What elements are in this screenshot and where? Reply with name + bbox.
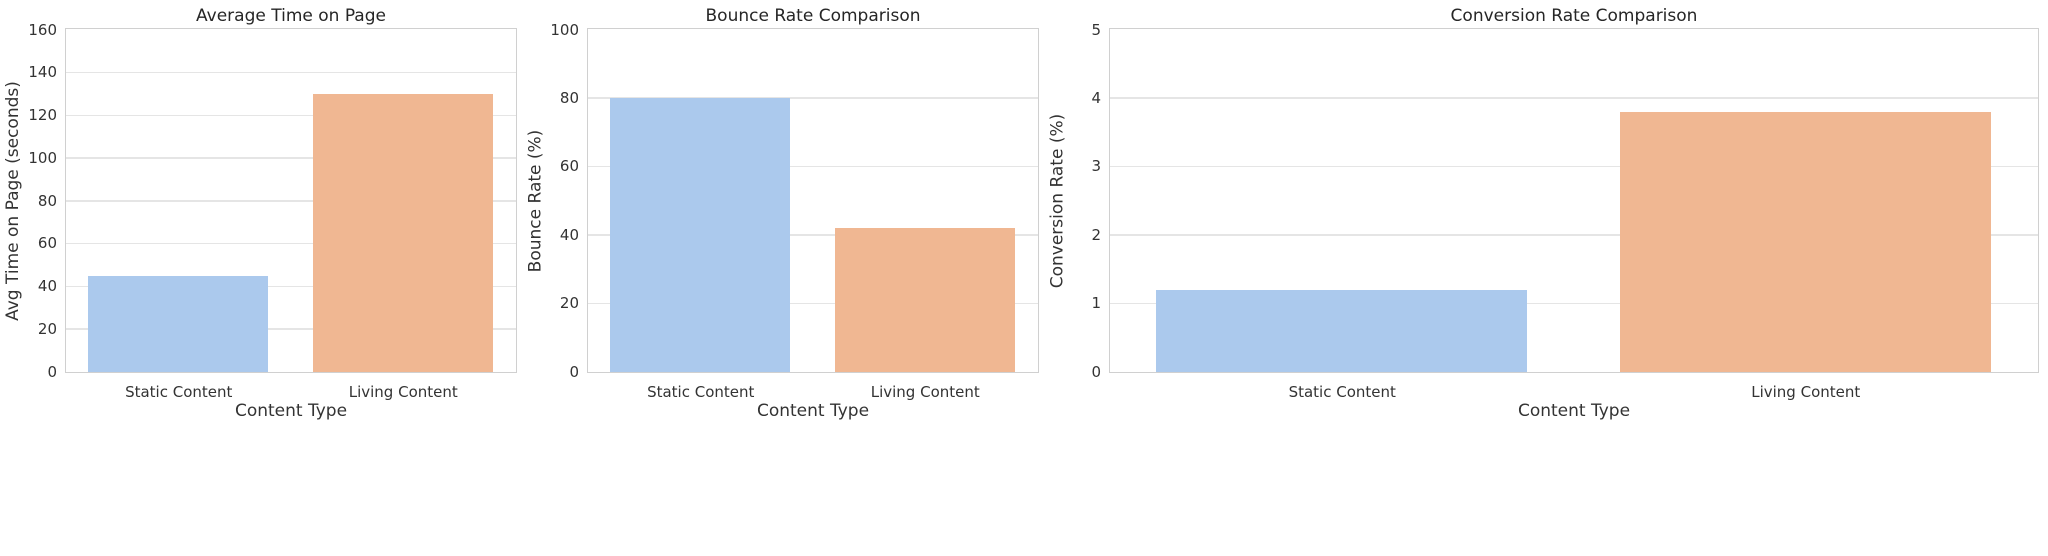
gridline <box>66 157 516 159</box>
plot-area <box>1109 28 2039 373</box>
y-tick-label: 100 <box>28 148 57 167</box>
gridline <box>66 71 516 74</box>
x-tick-label: Living Content <box>1751 383 1861 401</box>
y-tick-label: 0 <box>1091 362 1101 381</box>
x-axis-label: Content Type <box>756 401 870 421</box>
y-tick-label: 60 <box>37 234 57 253</box>
y-tick-label: 1 <box>1091 294 1101 313</box>
y-tick-label: 80 <box>37 191 57 210</box>
x-tick-label: Static Content <box>125 383 233 401</box>
y-axis-label: Bounce Rate (%) <box>524 129 545 272</box>
x-tick-label: Static Content <box>1288 383 1396 401</box>
y-tick-label: 20 <box>37 319 57 338</box>
gridline <box>66 285 516 287</box>
chart-title: Average Time on Page <box>196 6 386 26</box>
y-axis-label: Conversion Rate (%) <box>1046 113 1067 288</box>
y-tick-label: 120 <box>28 106 57 124</box>
gridline <box>588 302 1038 305</box>
gridline <box>588 165 1038 168</box>
y-tick-label: 140 <box>28 63 57 82</box>
bar-static-content <box>610 98 791 372</box>
bar-static-content <box>1156 289 1528 372</box>
x-tick-label: Living Content <box>870 383 980 401</box>
x-tick-label: Living Content <box>348 383 458 401</box>
y-tick-label: 80 <box>559 88 579 107</box>
x-axis-label: Content Type <box>234 401 348 421</box>
gridline <box>66 328 516 330</box>
y-tick-label: 160 <box>28 20 57 39</box>
bar-living-content <box>312 94 493 372</box>
y-tick-label: 2 <box>1091 225 1101 244</box>
x-axis-label: Content Type <box>1517 401 1631 421</box>
bar-living-content <box>834 228 1015 372</box>
gridline <box>66 114 516 116</box>
gridline <box>66 200 516 202</box>
y-tick-label: 60 <box>559 157 579 176</box>
bar-living-content <box>1619 112 1991 372</box>
gridline <box>1110 234 2038 236</box>
y-tick-label: 3 <box>1091 157 1101 176</box>
gridline <box>66 242 516 245</box>
y-tick-label: 4 <box>1091 88 1101 107</box>
gridline <box>588 234 1038 236</box>
y-tick-label: 5 <box>1091 20 1101 39</box>
gridline <box>1110 97 2038 99</box>
gridline <box>1110 302 2038 305</box>
gridline <box>588 97 1038 99</box>
chart-title: Conversion Rate Comparison <box>1450 6 1698 26</box>
gridline <box>1110 165 2038 168</box>
y-tick-label: 0 <box>569 362 579 381</box>
x-tick-label: Static Content <box>647 383 755 401</box>
chart-title: Bounce Rate Comparison <box>705 6 921 26</box>
y-tick-label: 0 <box>47 362 57 381</box>
plot-area <box>65 28 517 373</box>
bar-static-content <box>88 275 269 372</box>
y-tick-label: 40 <box>37 277 57 295</box>
y-tick-label: 20 <box>559 294 579 313</box>
y-tick-label: 100 <box>550 20 579 39</box>
y-axis-label: Avg Time on Page (seconds) <box>2 80 23 321</box>
plot-area <box>587 28 1039 373</box>
y-tick-label: 40 <box>559 225 579 244</box>
